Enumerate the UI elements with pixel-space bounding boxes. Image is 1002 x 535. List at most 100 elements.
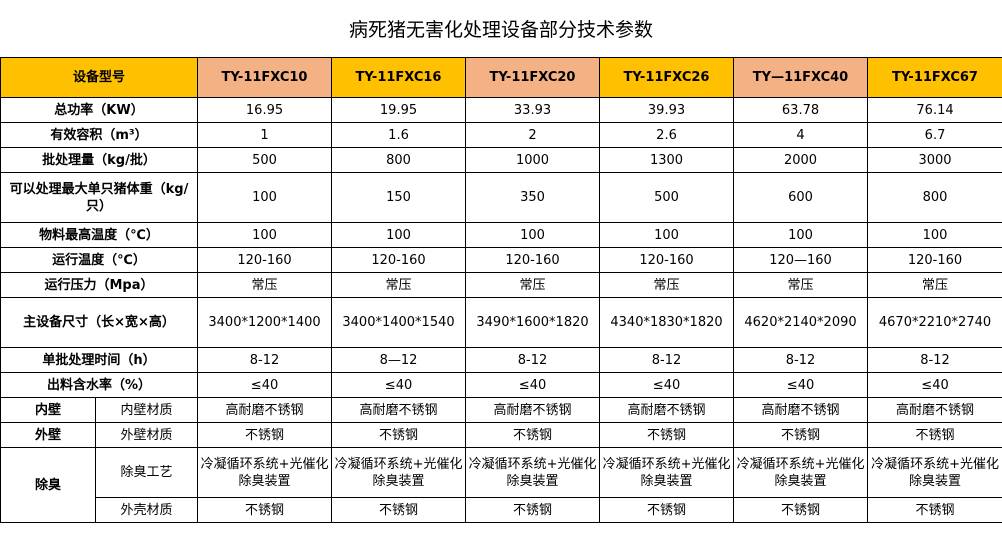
cell-value: 3490*1600*1820	[465, 297, 601, 348]
cell-value: 39.93	[599, 97, 735, 123]
table-row: 单批处理时间（h） 8-12 8—12 8-12 8-12 8-12 8-12	[0, 347, 1002, 373]
cell-value: 8—12	[331, 347, 467, 373]
cell-value: 500	[197, 147, 333, 173]
cell-value: 常压	[867, 272, 1002, 298]
table-row: 除臭 除臭工艺 冷凝循环系统+光催化除臭装置 冷凝循环系统+光催化除臭装置 冷凝循环系统…	[0, 447, 1002, 523]
cell-value: 高耐磨不锈钢	[197, 397, 333, 423]
cell-value: 120-160	[867, 247, 1002, 273]
cell-value: 8-12	[733, 347, 869, 373]
cell-value: 120-160	[197, 247, 333, 273]
model-header: TY—11FXC40	[733, 57, 869, 98]
header-label: 设备型号	[0, 57, 199, 98]
row-label: 出料含水率（%）	[0, 372, 199, 398]
group-label-inner: 内壁	[0, 397, 96, 423]
cell-value: 不锈钢	[465, 422, 601, 448]
table-row: 运行压力（Mpa） 常压 常压 常压 常压 常压 常压	[0, 272, 1002, 298]
cell-value: 不锈钢	[465, 497, 601, 523]
cell-value: ≤40	[197, 372, 333, 398]
cell-value: 350	[465, 172, 601, 223]
cell-value: 不锈钢	[331, 497, 467, 523]
spec-table: 设备型号 TY-11FXC10 TY-11FXC16 TY-11FXC20 TY-11…	[0, 57, 1002, 523]
cell-value: 2000	[733, 147, 869, 173]
row-label: 有效容积（m³）	[0, 122, 199, 148]
cell-value: 冷凝循环系统+光催化除臭装置	[331, 447, 467, 498]
cell-value: ≤40	[599, 372, 735, 398]
model-header: TY-11FXC10	[197, 57, 333, 98]
sub-label: 内壁材质	[94, 397, 199, 423]
row-label: 物料最高温度（℃）	[0, 222, 199, 248]
cell-value: 冷凝循环系统+光催化除臭装置	[599, 447, 735, 498]
model-header: TY-11FXC26	[599, 57, 735, 98]
table-row: 主设备尺寸（长×宽×高） 3400*1200*1400 3400*1400*1540…	[0, 297, 1002, 348]
cell-value: 500	[599, 172, 735, 223]
table-row: 出料含水率（%） ≤40 ≤40 ≤40 ≤40 ≤40 ≤40	[0, 372, 1002, 398]
cell-value: 150	[331, 172, 467, 223]
cell-value: 120-160	[331, 247, 467, 273]
cell-value: 100	[465, 222, 601, 248]
cell-value: 100	[733, 222, 869, 248]
page-title: 病死猪无害化处理设备部分技术参数	[348, 19, 653, 41]
cell-value: 冷凝循环系统+光催化除臭装置	[867, 447, 1002, 498]
cell-value: 19.95	[331, 97, 467, 123]
cell-value: 4340*1830*1820	[599, 297, 735, 348]
cell-value: 不锈钢	[733, 422, 869, 448]
cell-value: 100	[599, 222, 735, 248]
cell-value: 600	[733, 172, 869, 223]
table-row: 批处理量（kg/批） 500 800 1000 1300 2000 3000	[0, 147, 1002, 173]
cell-value: 8-12	[197, 347, 333, 373]
table-row: 外壳材质 不锈钢 不锈钢 不锈钢 不锈钢 不锈钢 不锈钢	[1, 497, 1002, 523]
row-label: 主设备尺寸（长×宽×高）	[0, 297, 199, 348]
cell-value: 冷凝循环系统+光催化除臭装置	[733, 447, 869, 498]
cell-value: 16.95	[197, 97, 333, 123]
row-label: 总功率（KW）	[0, 97, 199, 123]
cell-value: 冷凝循环系统+光催化除臭装置	[465, 447, 601, 498]
cell-value: 6.7	[867, 122, 1002, 148]
cell-value: 63.78	[733, 97, 869, 123]
cell-value: 常压	[197, 272, 333, 298]
model-header: TY-11FXC67	[867, 57, 1002, 98]
model-header: TY-11FXC16	[331, 57, 467, 98]
cell-value: 不锈钢	[599, 497, 735, 523]
cell-value: 2.6	[599, 122, 735, 148]
table-row: 外壁 外壁材质 不锈钢 不锈钢 不锈钢 不锈钢 不锈钢 不锈钢	[0, 422, 1002, 448]
model-header: TY-11FXC20	[465, 57, 601, 98]
row-label: 运行温度（℃）	[0, 247, 199, 273]
cell-value: 1	[197, 122, 333, 148]
cell-value: ≤40	[733, 372, 869, 398]
header-row: 设备型号 TY-11FXC10 TY-11FXC16 TY-11FXC20 TY-11…	[0, 57, 1002, 98]
cell-value: 高耐磨不锈钢	[331, 397, 467, 423]
sub-label: 外壳材质	[94, 497, 199, 523]
cell-value: 不锈钢	[197, 422, 333, 448]
cell-value: 高耐磨不锈钢	[599, 397, 735, 423]
cell-value: 2	[465, 122, 601, 148]
cell-value: 1.6	[331, 122, 467, 148]
cell-value: 800	[867, 172, 1002, 223]
cell-value: 3000	[867, 147, 1002, 173]
cell-value: 4620*2140*2090	[733, 297, 869, 348]
cell-value: 33.93	[465, 97, 601, 123]
cell-value: 4	[733, 122, 869, 148]
cell-value: 不锈钢	[599, 422, 735, 448]
row-label: 单批处理时间（h）	[0, 347, 199, 373]
cell-value: 100	[197, 222, 333, 248]
cell-value: 1300	[599, 147, 735, 173]
cell-value: ≤40	[867, 372, 1002, 398]
table-row: 内壁 内壁材质 高耐磨不锈钢 高耐磨不锈钢 高耐磨不锈钢 高耐磨不锈钢 高耐磨不锈钢 高耐磨不…	[0, 397, 1002, 423]
table-row: 运行温度（℃） 120-160 120-160 120-160 120-160 120—1…	[0, 247, 1002, 273]
group-label-deodor: 除臭	[0, 447, 96, 523]
cell-value: 4670*2210*2740	[867, 297, 1002, 348]
cell-value: 高耐磨不锈钢	[733, 397, 869, 423]
cell-value: 76.14	[867, 97, 1002, 123]
table-row: 总功率（KW） 16.95 19.95 33.93 39.93 63.78 76.14	[0, 97, 1002, 123]
cell-value: 8-12	[867, 347, 1002, 373]
table-row: 物料最高温度（℃） 100 100 100 100 100 100	[0, 222, 1002, 248]
cell-value: 120—160	[733, 247, 869, 273]
cell-value: 常压	[331, 272, 467, 298]
cell-value: 3400*1400*1540	[331, 297, 467, 348]
sub-label: 除臭工艺	[94, 447, 199, 498]
cell-value: 高耐磨不锈钢	[867, 397, 1002, 423]
row-label: 可以处理最大单只猪体重（kg/只）	[0, 172, 199, 223]
cell-value: ≤40	[331, 372, 467, 398]
cell-value: 100	[331, 222, 467, 248]
cell-value: 8-12	[599, 347, 735, 373]
